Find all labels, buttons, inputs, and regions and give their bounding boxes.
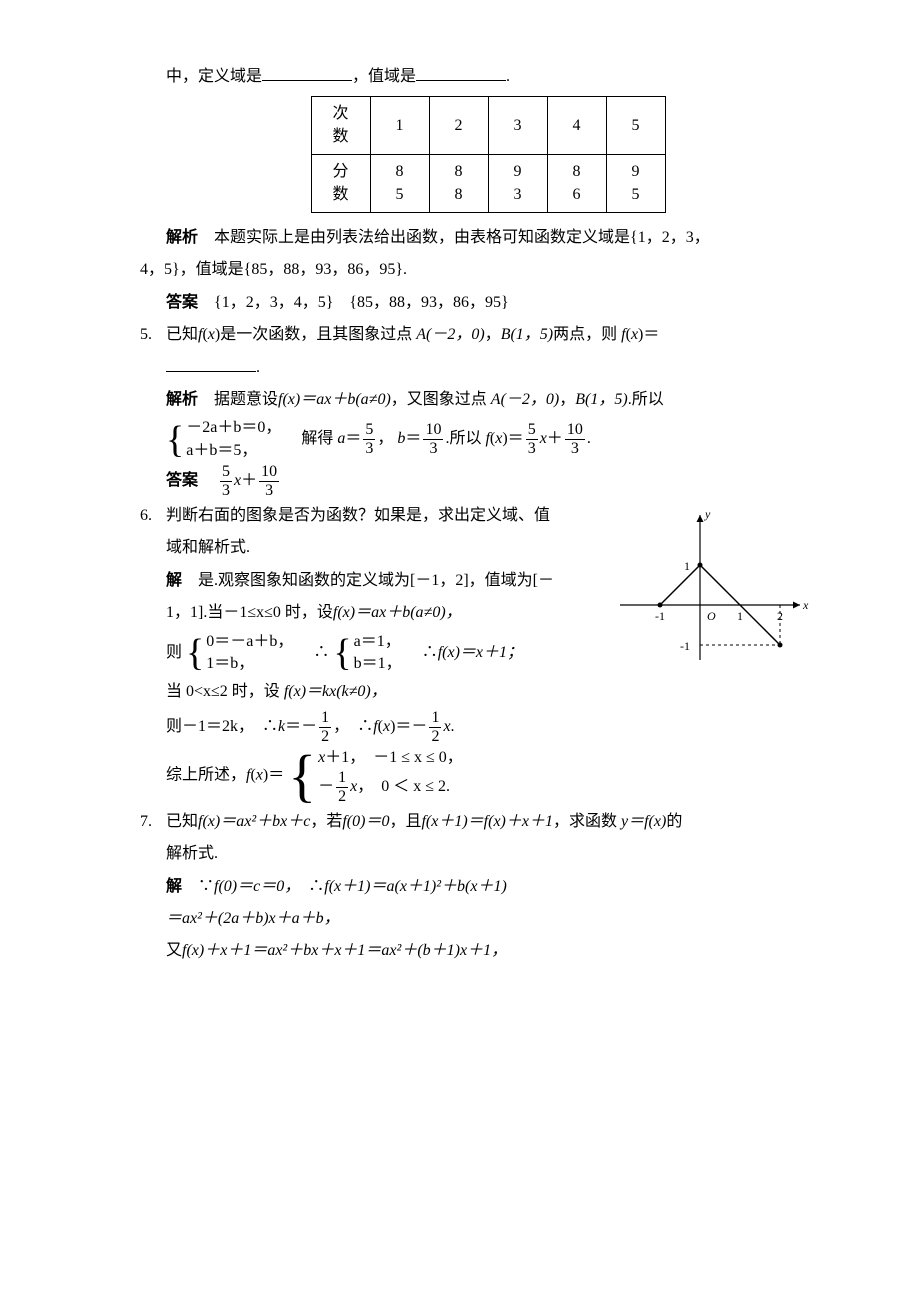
text: 是一次函数，且其图象过点 bbox=[220, 326, 412, 343]
table-cell: 3 bbox=[488, 97, 547, 155]
text: 的 bbox=[666, 813, 682, 830]
q4-intro-c: . bbox=[506, 68, 510, 85]
text: ∴ bbox=[313, 644, 329, 661]
table-row-label: 数 bbox=[332, 186, 348, 203]
eq: y＝f(x) bbox=[621, 813, 666, 830]
q7-stem-2: 解析式. bbox=[166, 839, 810, 869]
fx-eq: f(x)＝ax＋b(a≠0)， bbox=[333, 604, 462, 621]
case-row: a＝1， bbox=[354, 631, 402, 653]
cases-q5: { －2a＋b＝0， a＋b＝5， bbox=[166, 417, 281, 462]
text: ∴ bbox=[422, 644, 438, 661]
fx-eq: f(x)＝ax²＋bx＋c bbox=[198, 813, 310, 830]
q6-number: 6. bbox=[140, 501, 152, 531]
case-row: 0＝－a＋b， bbox=[206, 631, 293, 653]
case-row: －2a＋b＝0， bbox=[186, 417, 281, 439]
text: ，且 bbox=[389, 813, 421, 830]
table-row-label: 分 bbox=[332, 163, 348, 180]
text: .所以 bbox=[628, 391, 664, 408]
text: 两点，则 bbox=[553, 326, 617, 343]
svg-text:1: 1 bbox=[737, 609, 743, 623]
table-cell: 85 bbox=[370, 155, 429, 213]
table-row-label: 数 bbox=[332, 128, 348, 145]
text: 1，1].当－1≤x≤0 时，设 bbox=[166, 604, 333, 621]
q4-analysis-2: 4，5}，值域是{85，88，93，86，95}. bbox=[140, 255, 810, 285]
fx-eq: f(x)＝ax＋b(a≠0) bbox=[278, 391, 391, 408]
text: 综上所述， bbox=[166, 766, 246, 783]
text: 已知 bbox=[166, 326, 198, 343]
table-cell: 88 bbox=[429, 155, 488, 213]
table-cell: 4 bbox=[547, 97, 606, 155]
point-a: A(－2，0) bbox=[491, 391, 559, 408]
table-cell: 1 bbox=[370, 97, 429, 155]
svg-text:1: 1 bbox=[684, 559, 690, 573]
text: 是.观察图象知函数的定义域为[－1，2]，值域为[－ bbox=[182, 572, 554, 589]
text: 解得 bbox=[301, 430, 333, 447]
blank-domain bbox=[262, 64, 352, 81]
eq: f(x＋1)＝a(x＋1)²＋b(x＋1) bbox=[324, 878, 507, 895]
q6-figure: -1 1 2 1 -1 O x y bbox=[610, 505, 810, 676]
text: 当 0<x≤2 时，设 bbox=[166, 683, 280, 700]
text: ，又图象过点 bbox=[391, 391, 487, 408]
svg-text:-1: -1 bbox=[680, 639, 690, 653]
solution-label: 解 bbox=[166, 878, 182, 895]
q4-intro-b: ，值域是 bbox=[352, 68, 416, 85]
case-row: 1＝b， bbox=[206, 653, 293, 675]
q7-number: 7. bbox=[140, 807, 152, 837]
case-row: b＝1， bbox=[354, 653, 402, 675]
q4-answer: {1，2，3，4，5} {85，88，93，86，95} bbox=[198, 294, 509, 311]
cases-q6b: { a＝1， b＝1， bbox=[333, 631, 401, 676]
text: ∴ bbox=[357, 718, 373, 735]
point-b: B(1，5) bbox=[575, 391, 627, 408]
analysis-label: 解析 bbox=[166, 229, 198, 246]
svg-text:-1: -1 bbox=[655, 609, 665, 623]
text: ∴ bbox=[308, 878, 324, 895]
eq: f(x＋1)＝f(x)＋x＋1 bbox=[421, 813, 553, 830]
q4-intro-a: 中，定义域是 bbox=[166, 68, 262, 85]
q4-analysis-1: 本题实际上是由列表法给出函数，由表格可知函数定义域是{1，2，3， bbox=[198, 229, 710, 246]
table-cell: 2 bbox=[429, 97, 488, 155]
svg-text:O: O bbox=[707, 609, 716, 623]
point-b: B(1，5) bbox=[501, 326, 553, 343]
fx-eq: f(x)＝x＋1； bbox=[438, 644, 523, 661]
text: 则－1＝2k， bbox=[166, 718, 246, 735]
table-cell: 86 bbox=[547, 155, 606, 213]
analysis-label: 解析 bbox=[166, 391, 198, 408]
blank-q5 bbox=[166, 355, 256, 372]
eq: ＝ax²＋(2a＋b)x＋a＋b， bbox=[166, 910, 340, 927]
table-row-label: 次 bbox=[332, 105, 348, 122]
answer-label: 答案 bbox=[166, 472, 198, 489]
fx-eq: f(x)＝kx(k≠0)， bbox=[284, 683, 387, 700]
eq: f(x)＋x＋1＝ax²＋bx＋x＋1＝ax²＋(b＋1)x＋1， bbox=[182, 942, 507, 959]
table-cell: 93 bbox=[488, 155, 547, 213]
text: ∵ bbox=[182, 878, 214, 895]
text: ，求函数 bbox=[553, 813, 617, 830]
text: ，若 bbox=[310, 813, 342, 830]
table-cell: 95 bbox=[606, 155, 665, 213]
text: 已知 bbox=[166, 813, 198, 830]
piecewise-q6: { x＋1， －1 ≤ x ≤ 0， －12x， 0 ＜ x ≤ 2. bbox=[288, 747, 463, 805]
text: 所以 bbox=[449, 430, 481, 447]
cases-q6a: { 0＝－a＋b， 1＝b， bbox=[186, 631, 293, 676]
text: ＝ bbox=[643, 326, 659, 343]
eq: f(0)＝0 bbox=[342, 813, 389, 830]
answer-label: 答案 bbox=[166, 294, 198, 311]
solution-label: 解 bbox=[166, 572, 182, 589]
table-cell: 5 bbox=[606, 97, 665, 155]
text: 据题意设 bbox=[198, 391, 278, 408]
case-row: a＋b＝5， bbox=[186, 440, 281, 462]
point-a: A(－2，0) bbox=[416, 326, 484, 343]
text: 则 bbox=[166, 644, 182, 661]
q4-table: 次数 1 2 3 4 5 分数 85 88 93 86 95 bbox=[311, 96, 666, 213]
text: 又 bbox=[166, 942, 182, 959]
svg-text:x: x bbox=[802, 598, 809, 612]
q5-number: 5. bbox=[140, 320, 152, 350]
svg-text:y: y bbox=[704, 507, 711, 521]
blank-range bbox=[416, 64, 506, 81]
eq: f(0)＝c＝0， bbox=[214, 878, 292, 895]
text: ∴ bbox=[262, 718, 278, 735]
